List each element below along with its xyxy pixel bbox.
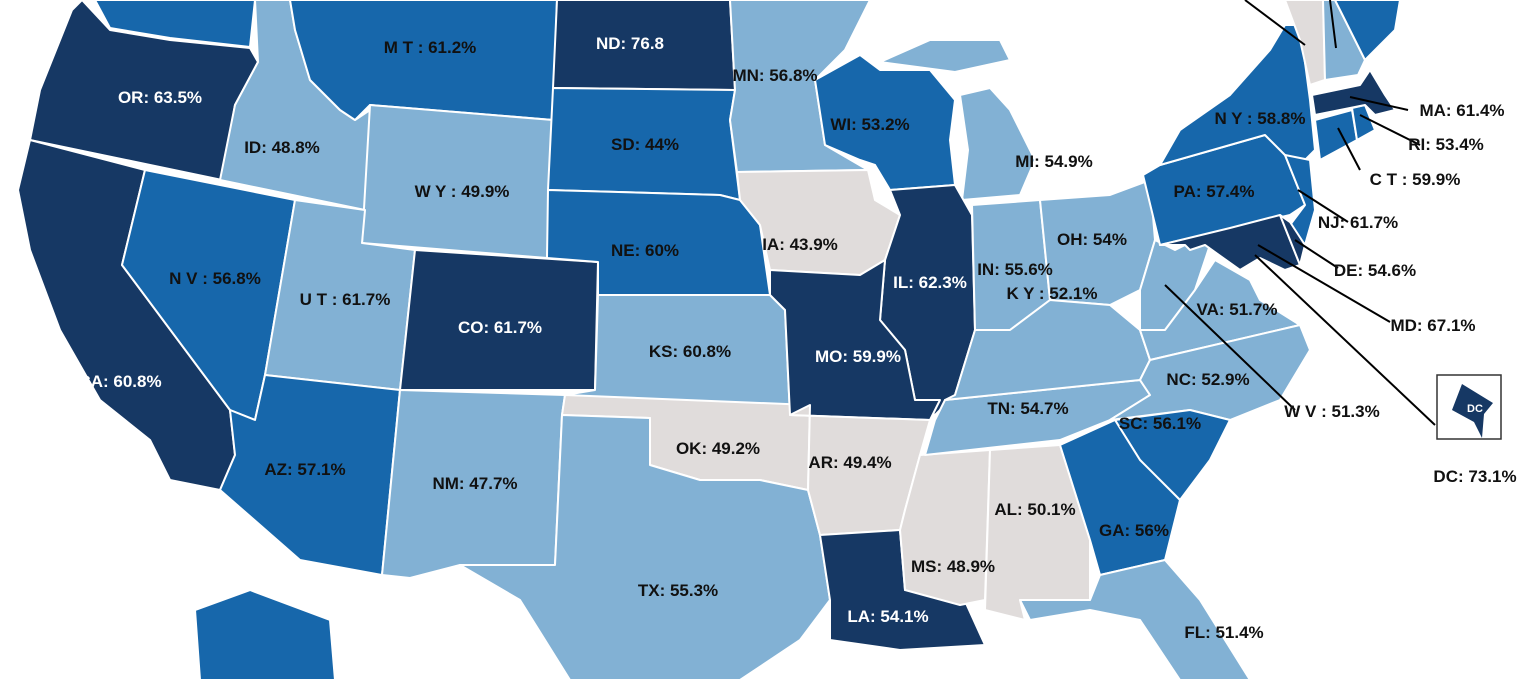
state-label-ri: RI: 53.4% <box>1408 135 1484 154</box>
state-ma[interactable] <box>1311 69 1396 116</box>
state-label-mi: MI: 54.9% <box>1015 152 1092 171</box>
leader-line <box>1349 96 1409 111</box>
leader-line <box>1254 254 1436 426</box>
leader-line <box>1359 114 1421 146</box>
state-label-ks: KS: 60.8% <box>649 342 731 361</box>
state-me[interactable] <box>1334 0 1401 61</box>
state-label-ut: U T : 61.7% <box>300 290 391 309</box>
state-label-ca: CA: 60.8% <box>78 372 161 391</box>
leader-line <box>1329 0 1337 49</box>
state-label-fl: FL: 51.4% <box>1184 623 1263 642</box>
state-label-nv: N V : 56.8% <box>169 269 261 288</box>
state-mn[interactable] <box>729 0 871 173</box>
state-label-sd: SD: 44% <box>611 135 679 154</box>
state-label-ar: AR: 49.4% <box>808 453 891 472</box>
state-wi[interactable] <box>814 54 956 191</box>
state-fl[interactable] <box>1019 559 1251 680</box>
state-label-nj: NJ: 61.7% <box>1318 213 1398 232</box>
state-label-sc: SC: 56.1% <box>1119 414 1201 433</box>
dc-inset-box <box>1436 374 1502 440</box>
dc-label: DC: 73.1% <box>1433 467 1516 486</box>
state-label-tn: TN: 54.7% <box>987 399 1068 418</box>
state-label-wi: WI: 53.2% <box>830 115 909 134</box>
state-label-il: IL: 62.3% <box>893 273 967 292</box>
state-mi[interactable] <box>879 39 1011 73</box>
leader-line <box>1164 284 1296 411</box>
state-ak[interactable] <box>194 589 336 680</box>
state-wa[interactable] <box>94 0 256 48</box>
state-label-ms: MS: 48.9% <box>911 557 995 576</box>
dc-inset-text: DC <box>1467 403 1483 415</box>
leader-line <box>1294 239 1339 269</box>
state-label-mt: M T : 61.2% <box>384 38 477 57</box>
state-label-al: AL: 50.1% <box>994 500 1075 519</box>
state-label-de: DE: 54.6% <box>1334 261 1416 280</box>
state-label-wy: W Y : 49.9% <box>415 182 510 201</box>
dc-inset: DC DC: 73.1% <box>1433 374 1517 486</box>
state-label-nc: NC: 52.9% <box>1166 370 1249 389</box>
state-vt[interactable] <box>1284 0 1326 86</box>
state-label-ky: K Y : 52.1% <box>1006 284 1097 303</box>
state-label-ok: OK: 49.2% <box>676 439 760 458</box>
leader-line <box>1257 244 1391 323</box>
state-label-wv: W V : 51.3% <box>1284 402 1379 421</box>
state-label-pa: PA: 57.4% <box>1174 182 1255 201</box>
state-de[interactable] <box>1279 214 1306 266</box>
state-label-ne: NE: 60% <box>611 241 679 260</box>
state-label-ct: C T : 59.9% <box>1370 170 1461 189</box>
state-label-oh: OH: 54% <box>1057 230 1127 249</box>
state-label-ma: MA: 61.4% <box>1419 101 1504 120</box>
state-label-in: IN: 55.6% <box>977 260 1053 279</box>
state-label-tx: TX: 55.3% <box>638 581 718 600</box>
leader-line <box>1337 127 1361 171</box>
state-label-az: AZ: 57.1% <box>264 460 345 479</box>
dc-shape <box>1452 384 1493 438</box>
state-label-la: LA: 54.1% <box>847 607 928 626</box>
leader-line <box>1244 0 1306 46</box>
state-label-ga: GA: 56% <box>1099 521 1169 540</box>
state-label-mo: MO: 59.9% <box>815 347 901 366</box>
state-label-va: VA: 51.7% <box>1197 300 1278 319</box>
state-ga[interactable] <box>1059 419 1181 576</box>
state-label-md: MD: 67.1% <box>1390 316 1475 335</box>
state-mo[interactable] <box>769 259 941 421</box>
state-label-co: CO: 61.7% <box>458 318 542 337</box>
state-mi[interactable] <box>959 87 1036 201</box>
state-label-or: OR: 63.5% <box>118 88 202 107</box>
leader-line <box>1297 189 1349 223</box>
state-label-mn: MN: 56.8% <box>732 66 817 85</box>
state-label-id: ID: 48.8% <box>244 138 320 157</box>
state-label-nm: NM: 47.7% <box>432 474 517 493</box>
state-md[interactable] <box>1159 214 1301 271</box>
state-label-ny: N Y : 58.8% <box>1214 109 1305 128</box>
state-label-nd: ND: 76.8 <box>596 34 664 53</box>
state-label-ia: IA: 43.9% <box>762 235 838 254</box>
